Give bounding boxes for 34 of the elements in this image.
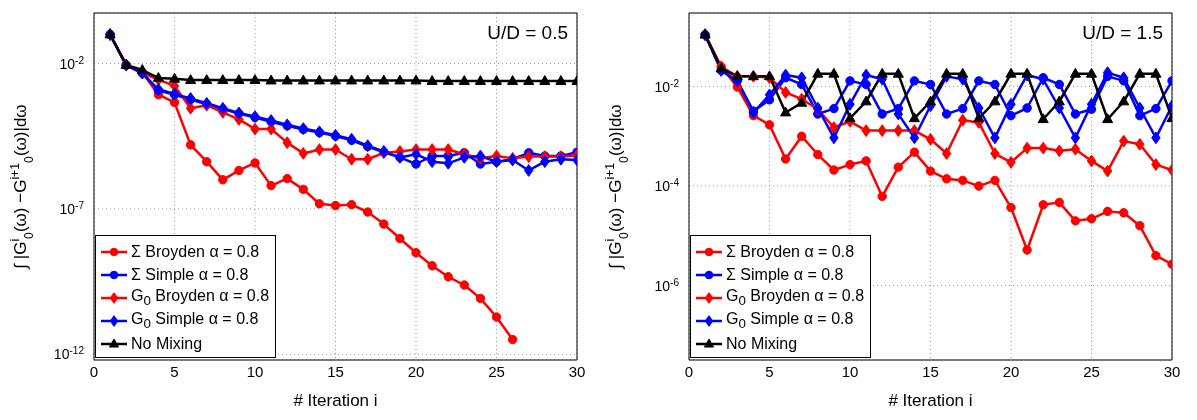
x-tick-label: 20 (407, 362, 425, 380)
y-tick-label: 10$^{-12}$ (53, 344, 85, 363)
y-tick-label: 10$^{-2}$ (59, 54, 85, 72)
y-tick-label: 10$^{-7}$ (59, 199, 85, 217)
legend-label: Σ Broyden α = 0.8 (131, 242, 260, 261)
x-tick-label: 5 (765, 362, 774, 380)
x-tick-label: 0 (89, 362, 99, 380)
legend-label: G$_{0}$ Broyden α = 0.8 (131, 286, 270, 309)
y-tick-label: 10$^{-2}$ (654, 77, 680, 95)
annotation: U/D = 0.5 (487, 22, 568, 44)
x-tick-label: 15 (922, 362, 939, 380)
legend-label: No Mixing (131, 334, 203, 353)
legend-label: Σ Simple α = 0.8 (726, 265, 844, 284)
y-tick-label: 10$^{-4}$ (654, 176, 680, 195)
legend-label: Σ Broyden α = 0.8 (726, 242, 855, 261)
x-tick-label: 25 (1083, 362, 1100, 380)
legend-label: No Mixing (726, 334, 798, 353)
x-tick-label: 10 (246, 362, 264, 380)
x-tick-label: 25 (488, 362, 505, 380)
x-tick-label: 15 (327, 362, 344, 380)
x-tick-label: 10 (841, 362, 859, 380)
legend-label: G$_{0}$ Simple α = 0.8 (726, 309, 854, 332)
x-axis-title: # Iteration i (293, 391, 378, 410)
x-axis-title: # Iteration i (888, 391, 973, 410)
x-tick-label: 20 (1002, 362, 1020, 380)
legend-label: G$_{0}$ Broyden α = 0.8 (726, 286, 865, 309)
annotation: U/D = 1.5 (1082, 22, 1163, 44)
y-tick-label: 10$^{-6}$ (654, 276, 680, 294)
x-tick-label: 0 (684, 362, 694, 380)
x-tick-label: 30 (1163, 362, 1181, 380)
legend-label: G$_{0}$ Simple α = 0.8 (131, 309, 259, 332)
legend-label: Σ Simple α = 0.8 (131, 265, 249, 284)
x-tick-label: 5 (170, 362, 179, 380)
x-tick-label: 30 (568, 362, 586, 380)
